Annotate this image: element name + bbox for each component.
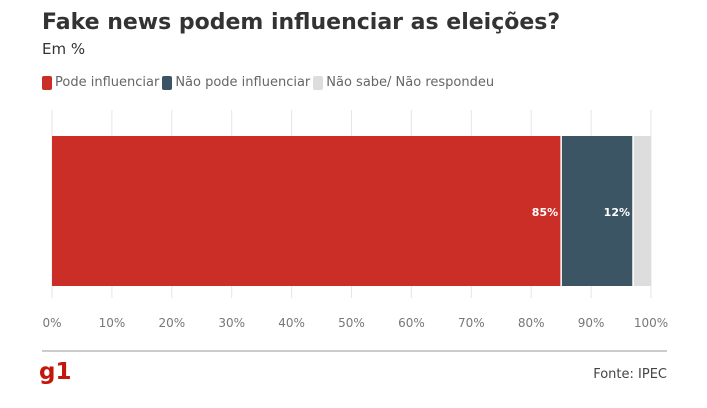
x-tick-label: 0%	[42, 316, 61, 330]
stacked-bar-chart: 85% 12% 0% 10% 20% 30% 40% 50% 60% 70% 80% 90% 100%	[42, 110, 668, 330]
chart-subtitle: Em %	[42, 40, 86, 58]
svg-text:g1: g1	[39, 359, 71, 385]
x-tick-label: 20%	[158, 316, 185, 330]
x-tick-label: 100%	[634, 316, 668, 330]
legend: Pode influenciar Não pode influenciar Nã…	[42, 75, 497, 90]
data-label-2: 12%	[604, 206, 630, 219]
legend-label-nao-sabe: Não sabe/ Não respondeu	[326, 75, 495, 90]
x-tick-label: 90%	[578, 316, 605, 330]
x-tick-label: 80%	[518, 316, 545, 330]
source-note: Fonte: IPEC	[593, 367, 667, 382]
legend-swatch-pode-influenciar	[42, 75, 52, 90]
legend-item-nao-sabe: Não sabe/ Não respondeu	[313, 75, 494, 90]
legend-label-nao-pode-influenciar: Não pode influenciar	[175, 75, 311, 90]
x-tick-label: 60%	[398, 316, 425, 330]
footer-divider	[42, 350, 667, 352]
bar-segment-2	[561, 136, 634, 286]
x-tick-label: 10%	[99, 316, 126, 330]
g1-logo: g1	[39, 359, 71, 385]
legend-label-pode-influenciar: Pode influenciar	[55, 75, 160, 90]
x-tick-label: 40%	[278, 316, 305, 330]
bar-segment-3	[633, 136, 651, 286]
legend-swatch-nao-sabe	[313, 75, 324, 90]
x-tick-label: 70%	[458, 316, 485, 330]
bar-segment-1	[52, 136, 562, 286]
legend-item-pode-influenciar: Pode influenciar	[42, 75, 159, 90]
chart-title: Fake news podem influenciar as eleições?	[42, 10, 561, 35]
legend-item-nao-pode-influenciar: Não pode influenciar	[162, 75, 310, 90]
legend-swatch-nao-pode-influenciar	[162, 75, 173, 90]
data-label-1: 85%	[532, 206, 558, 219]
x-tick-label: 30%	[218, 316, 245, 330]
x-tick-label: 50%	[338, 316, 365, 330]
